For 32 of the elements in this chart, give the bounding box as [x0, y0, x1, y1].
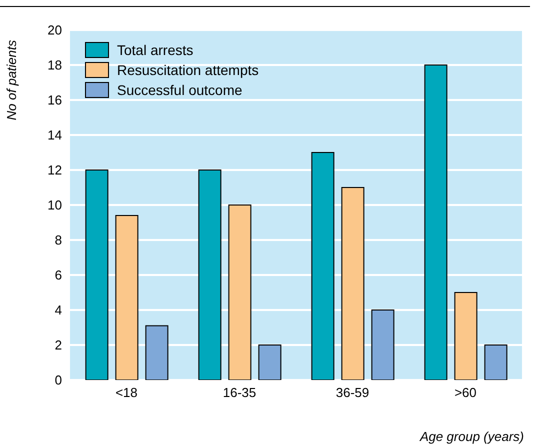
x-tick-label: 36-59: [336, 385, 370, 400]
x-tick-label: <18: [115, 385, 138, 400]
y-tick-label: 0: [54, 372, 62, 388]
legend-label: Total arrests: [117, 41, 194, 60]
x-tick-label: >60: [454, 385, 477, 400]
y-tick-label: 20: [48, 22, 62, 38]
bar: [484, 344, 508, 380]
x-tick-label: 16-35: [222, 385, 256, 400]
bar: [198, 170, 222, 380]
y-tick-label: 10: [48, 198, 62, 213]
bar: [371, 310, 394, 380]
bar: [228, 204, 252, 380]
bar: [85, 170, 108, 380]
bar: [258, 344, 282, 380]
legend-label: Resuscitation attempts: [117, 61, 259, 80]
y-tick-label: 16: [48, 92, 62, 108]
bar: [311, 152, 334, 380]
y-tick-label: 12: [48, 162, 62, 178]
legend-label: Successful outcome: [117, 81, 242, 100]
y-tick-label: 2: [54, 338, 62, 353]
y-tick-label: 18: [48, 58, 62, 73]
y-tick-label: 6: [54, 268, 62, 283]
bar: [424, 64, 448, 380]
bar: [115, 215, 138, 380]
bar: [145, 325, 168, 380]
bar: [341, 187, 364, 380]
bar: [454, 292, 478, 380]
y-axis-title: No of patients: [4, 40, 19, 120]
x-axis-title: Age group (years): [420, 429, 524, 444]
y-tick-label: 14: [48, 128, 62, 143]
y-tick-label: 4: [54, 302, 62, 318]
y-tick-label: 8: [54, 232, 62, 248]
